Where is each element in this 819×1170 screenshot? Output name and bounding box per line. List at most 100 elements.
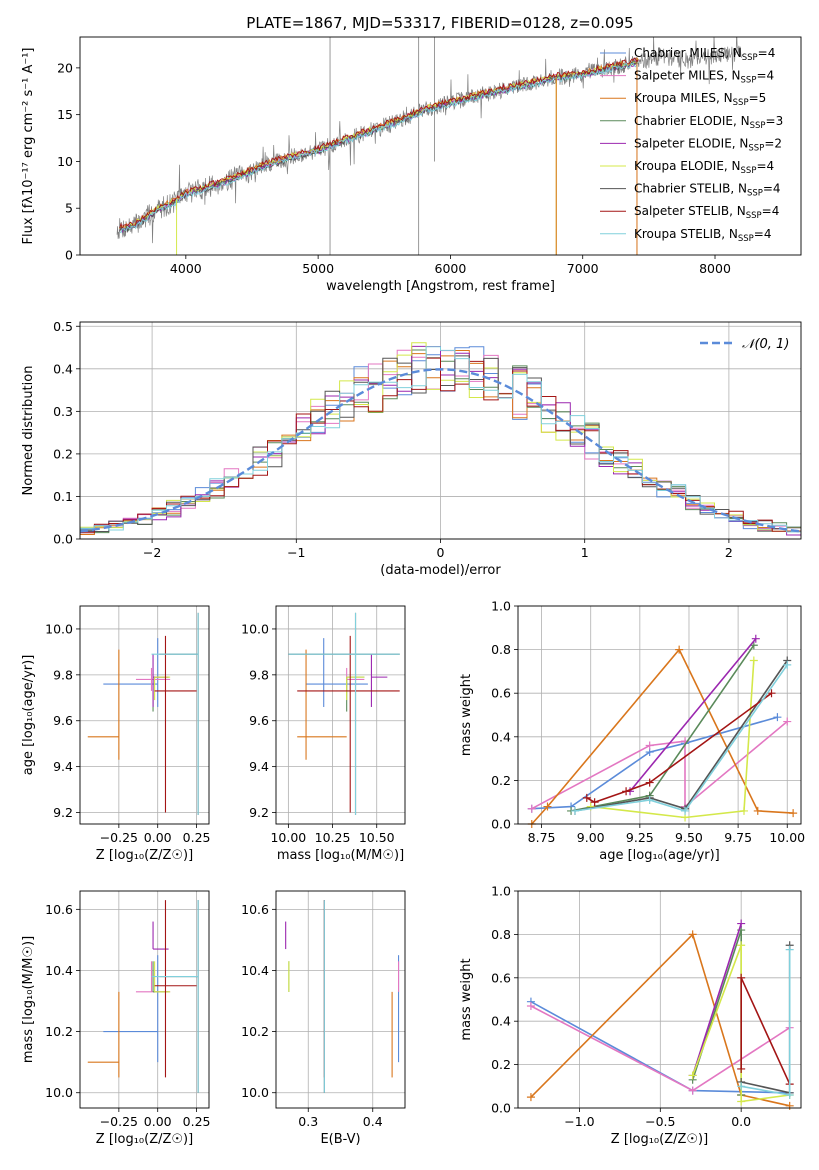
x-tick-label: −1	[287, 545, 305, 560]
legend-label: Chabrier STELIB, NSSP=4	[634, 182, 781, 199]
residuals-plot	[80, 342, 801, 538]
x-tick-label: 4000	[170, 261, 202, 276]
x-tick-label: −2	[143, 545, 161, 560]
x-tick-label: −0.5	[645, 1114, 675, 1129]
weight-line	[691, 923, 742, 1076]
weight-marker	[737, 973, 746, 982]
y-tick-label: 0.2	[491, 1057, 511, 1072]
weight-marker	[645, 741, 654, 750]
y-tick-label: 10.6	[241, 902, 269, 917]
y-tick-label: 0.5	[53, 319, 73, 334]
y-tick-label: 10.4	[241, 963, 269, 978]
weight-marker	[753, 806, 762, 815]
y-tick-label: 5	[65, 201, 73, 216]
model-line	[119, 59, 639, 232]
weight-marker	[688, 1086, 697, 1095]
model-line	[119, 60, 639, 232]
x-axis-label: age [log₁₀(age/yr)]	[599, 848, 720, 863]
legend-label: Salpeter ELODIE, NSSP=2	[634, 136, 782, 153]
spectrum-axes: 4000 5000 6000 7000 8000 0 5 10 15 20	[57, 60, 731, 276]
weight_vs_age-frame	[517, 605, 802, 825]
y-tick-label: 0.2	[491, 773, 511, 788]
weight-marker	[622, 787, 631, 796]
y-tick-label: 10.0	[241, 1085, 269, 1100]
mass_vs_ebv-axes: 0.3 0.4 10.0 10.2 10.4 10.6	[241, 891, 405, 1129]
y-tick-label: 0.1	[53, 489, 73, 504]
y-tick-label: 0.0	[53, 532, 73, 547]
y-tick-label: 1.0	[491, 884, 511, 899]
x-tick-label: 0.00	[144, 830, 172, 845]
x-axis-label: Z [log₁₀(Z/Z☉)]	[96, 1132, 193, 1147]
y-axis-label: Normed distribution	[21, 366, 36, 496]
weight-line	[574, 664, 788, 812]
y-tick-label: 0.6	[491, 970, 511, 985]
x-tick-label: 0	[437, 545, 445, 560]
weight-line	[741, 949, 791, 1096]
y-tick-label: 10.6	[45, 902, 73, 917]
x-tick-label: −1.0	[564, 1114, 594, 1129]
weight-line	[629, 638, 757, 792]
weight-marker	[737, 1064, 746, 1073]
x-tick-label: 0.25	[183, 1114, 211, 1129]
x-tick-label: 1	[581, 545, 589, 560]
weight-marker	[737, 941, 746, 950]
y-tick-label: 0.4	[491, 1014, 511, 1029]
weight-marker	[645, 778, 654, 787]
weight-marker	[645, 796, 654, 805]
model-line	[119, 58, 639, 230]
y-tick-label: 0.3	[53, 404, 73, 419]
y-tick-label: 10.0	[45, 1085, 73, 1100]
x-tick-label: 7000	[567, 261, 599, 276]
x-tick-label: 10.25	[315, 830, 351, 845]
x-tick-label: 5000	[302, 261, 334, 276]
x-axis-label: Z [log₁₀(Z/Z☉)]	[611, 1132, 708, 1147]
x-tick-label: 8.75	[528, 830, 556, 845]
weight-marker	[675, 645, 684, 654]
x-tick-label: 9.00	[577, 830, 605, 845]
y-tick-label: 10.4	[45, 963, 73, 978]
y-tick-label: 9.2	[53, 805, 73, 820]
x-axis-label: (data-model)/error	[380, 563, 501, 578]
age_vs_Z-axes: −0.25 0.00 0.25 9.2 9.4 9.6 9.8 10.0	[45, 606, 210, 845]
y-tick-label: 0	[65, 248, 73, 263]
y-tick-label: 9.4	[249, 759, 269, 774]
mass_vs_Z-frame	[79, 890, 210, 1109]
y-tick-label: 0.8	[491, 927, 511, 942]
gaussian-curve	[80, 368, 801, 533]
weight-marker	[785, 945, 794, 954]
mass_vs_ebv-plot	[285, 900, 400, 1093]
weight-marker	[582, 793, 591, 802]
age_vs_Z-frame	[79, 605, 210, 825]
x-tick-label: 0.0	[731, 1114, 751, 1129]
legend-label: Chabrier ELODIE, NSSP=3	[634, 114, 783, 131]
legend-label: Salpeter MILES, NSSP=4	[634, 69, 774, 86]
weight-marker	[751, 634, 760, 643]
y-tick-label: 15	[57, 107, 73, 122]
weight_vs_age-plot	[527, 634, 798, 828]
weight_vs_Z-frame	[517, 890, 802, 1109]
x-tick-label: 10.00	[769, 830, 805, 845]
x-axis-label: E(B-V)	[320, 1132, 360, 1147]
y-axis-label: mass [log₁₀(M/M☉)]	[21, 936, 36, 1063]
y-tick-label: 0.2	[53, 446, 73, 461]
weight-marker	[789, 809, 798, 818]
y-tick-label: 20	[57, 60, 73, 75]
x-tick-label: 0.00	[144, 1114, 172, 1129]
weight-marker	[737, 1097, 746, 1106]
weight-marker	[783, 717, 792, 726]
spectrum-plot	[116, 37, 742, 255]
mass_vs_ebv-frame	[275, 890, 406, 1109]
x-tick-label: 2	[725, 545, 733, 560]
x-tick-label: 10.50	[359, 830, 395, 845]
x-tick-label: 6000	[435, 261, 467, 276]
y-tick-label: 10.2	[45, 1024, 73, 1039]
weight-line	[740, 977, 791, 1085]
model-line	[119, 56, 639, 229]
age_vs_Z-plot	[87, 612, 199, 815]
weight-line	[741, 945, 791, 1094]
legend-label: Salpeter STELIB, NSSP=4	[634, 204, 779, 221]
y-tick-label: 0.4	[53, 361, 73, 376]
weight-marker	[785, 1101, 794, 1110]
weight-marker	[783, 660, 792, 669]
x-axis-label: Z [log₁₀(Z/Z☉)]	[96, 848, 193, 863]
